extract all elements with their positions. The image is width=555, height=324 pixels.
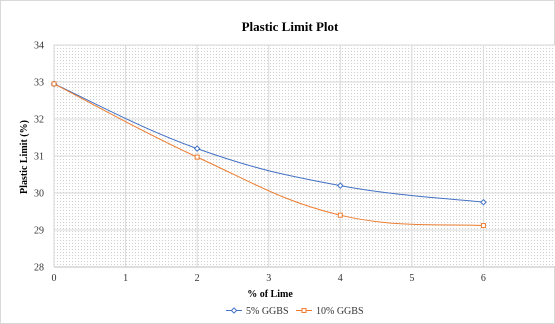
- legend-label-1: 5% GGBS: [246, 306, 289, 317]
- series-markers: [50, 80, 487, 229]
- series-1-point: [193, 145, 201, 152]
- series-1-point: [480, 198, 487, 206]
- legend-label-2: 10% GGBS: [316, 306, 364, 317]
- x-tick-label: 1: [123, 273, 128, 284]
- y-tick-label: 30: [34, 189, 44, 200]
- y-tick-label: 33: [34, 78, 44, 89]
- series-2-point: [51, 81, 57, 87]
- series-2-point: [480, 223, 486, 229]
- y-axis: 28 29 30 31 32 33 34: [34, 41, 44, 274]
- x-tick-label: 6: [481, 273, 486, 284]
- y-tick-label: 32: [34, 115, 44, 126]
- y-tick-label: 34: [34, 41, 44, 52]
- series-line-2: [53, 83, 484, 227]
- x-tick-label: 5: [409, 273, 414, 284]
- series-2-point: [337, 212, 343, 218]
- series-lines: [53, 83, 484, 227]
- legend: 5% GGBS 10% GGBS: [226, 306, 364, 317]
- x-tick-label: 0: [52, 273, 57, 284]
- series-2-point: [194, 154, 200, 160]
- legend-marker-1: [230, 307, 238, 314]
- chart-title: Plastic Limit Plot: [242, 19, 339, 34]
- series-line-1: [53, 83, 484, 203]
- x-tick-label: 4: [338, 273, 343, 284]
- x-axis-title: % of Lime: [247, 289, 293, 300]
- x-tick-label: 2: [195, 273, 200, 284]
- series-1-point: [336, 182, 344, 189]
- x-axis: 0 1 2 3 4 5 6: [52, 266, 555, 284]
- y-tick-label: 31: [34, 152, 44, 163]
- legend-marker-2: [301, 308, 307, 313]
- x-tick-label: 3: [266, 273, 271, 284]
- y-tick-label: 28: [34, 263, 44, 274]
- y-tick-label: 29: [34, 226, 44, 237]
- y-axis-title: Plastic Limit (%): [19, 120, 30, 194]
